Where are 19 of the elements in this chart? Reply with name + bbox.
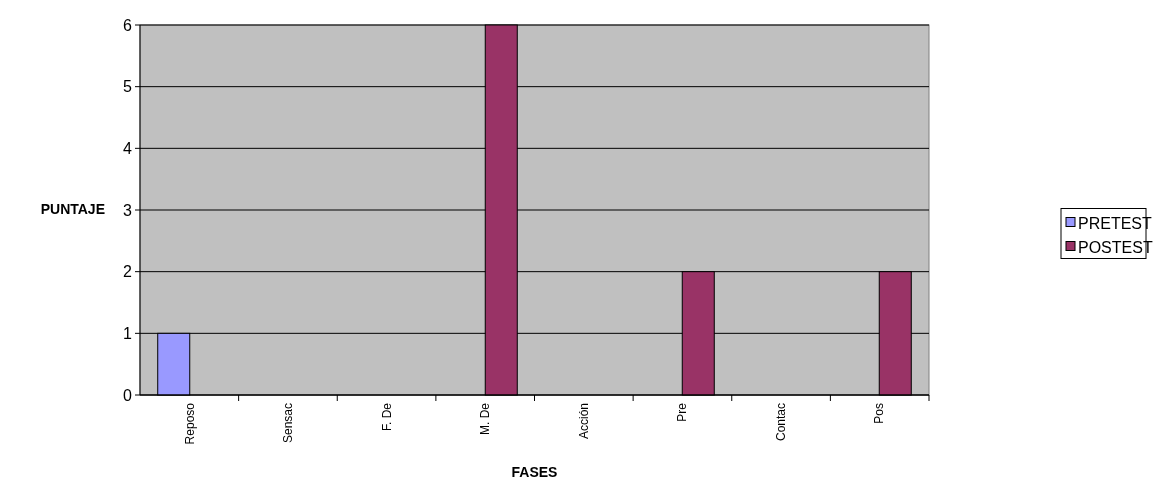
x-tick-label: Pos xyxy=(872,403,887,424)
y-tick-label: 5 xyxy=(123,78,133,96)
x-axis-title: FASES xyxy=(511,464,558,480)
x-tick-label: Acción xyxy=(576,403,591,440)
x-tick-label: Pre xyxy=(675,402,690,422)
x-tick-label: Sensac xyxy=(281,403,296,444)
y-tick-label: 4 xyxy=(123,139,133,157)
x-tick-label: Reposo xyxy=(182,402,197,445)
x-tick-label: M. De xyxy=(478,402,493,436)
x-tick-label: F. De xyxy=(379,402,394,432)
x-tick-label: Contac xyxy=(773,403,788,442)
legend-label: POSTEST xyxy=(1078,239,1153,257)
y-axis-title: PUNTAJE xyxy=(40,201,105,217)
y-tick-label: 6 xyxy=(123,16,133,34)
y-tick-label: 2 xyxy=(123,263,133,281)
y-tick-label: 1 xyxy=(123,324,133,342)
y-tick-label: 3 xyxy=(123,201,133,219)
legend-label: PRETEST xyxy=(1078,215,1153,233)
y-tick-label: 0 xyxy=(123,386,133,404)
